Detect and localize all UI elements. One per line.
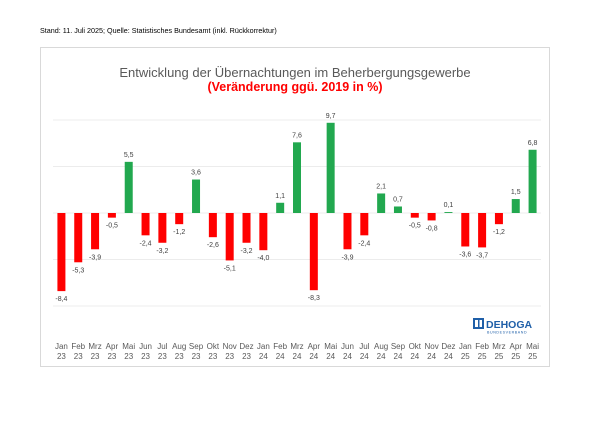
- dehoga-logo-icon: [473, 318, 484, 329]
- category-tick-label: Sep 24: [391, 342, 406, 361]
- value-label: -3,7: [476, 252, 488, 259]
- value-label: -3,2: [156, 248, 168, 255]
- bar: [57, 213, 66, 292]
- category-tick-label: Apr 23: [106, 342, 119, 361]
- bar: [276, 202, 285, 213]
- value-label: -8,3: [308, 295, 320, 302]
- value-label: -1,2: [493, 229, 505, 236]
- bar: [309, 213, 318, 291]
- value-label: 9,7: [326, 113, 336, 120]
- category-tick-label: Nov 24: [425, 342, 439, 361]
- value-label: -2,6: [207, 242, 219, 249]
- category-tick-label: Nov 23: [223, 342, 237, 361]
- bar-chart: Entwicklung der Übernachtungen im Beherb…: [53, 65, 541, 361]
- category-tick-label: Mai 23: [122, 342, 135, 361]
- bar: [124, 161, 133, 213]
- value-labels: -8,4 -5,3 -3,9 -0,5 5,5 -2,4 -3,2 -1,2 3,6 -2,6 -5…: [55, 113, 537, 303]
- bar: [360, 213, 369, 236]
- value-label: 3,6: [191, 170, 201, 177]
- category-tick-label: Mai 24: [324, 342, 337, 361]
- value-label: -4,0: [257, 255, 269, 262]
- value-label: 7,6: [292, 132, 302, 139]
- bar: [377, 193, 386, 213]
- category-tick-label: Mai 25: [526, 342, 539, 361]
- source-note: Stand: 11. Juli 2025; Quelle: Statistisc…: [40, 26, 277, 35]
- category-tick-label: Aug 24: [374, 342, 388, 361]
- value-label: -3,2: [240, 248, 252, 255]
- bar: [91, 213, 100, 250]
- value-label: 1,5: [511, 189, 521, 196]
- value-label: -2,4: [358, 240, 370, 247]
- value-label: 5,5: [124, 152, 134, 159]
- category-tick-label: Jul 24: [359, 342, 369, 361]
- bar: [461, 213, 470, 247]
- value-label: -3,6: [459, 251, 471, 258]
- value-label: -5,3: [72, 267, 84, 274]
- bar: [444, 212, 453, 213]
- value-label: 0,7: [393, 196, 403, 203]
- category-tick-label: Jan 24: [257, 342, 270, 361]
- logo-subtext: BUNDESVERBAND: [487, 331, 527, 335]
- category-tick-label: Feb 24: [273, 342, 287, 361]
- category-tick-label: Okt 24: [409, 342, 422, 361]
- category-tick-label: Mrz 23: [88, 342, 101, 361]
- value-label: -8,4: [55, 296, 67, 303]
- value-label: -0,8: [426, 225, 438, 232]
- category-tick-label: Apr 25: [510, 342, 523, 361]
- category-tick-label: Mrz 24: [290, 342, 303, 361]
- category-tick-label: Jul 23: [157, 342, 167, 361]
- value-label: -5,1: [224, 265, 236, 272]
- bar: [175, 213, 184, 225]
- value-label: -3,9: [89, 254, 101, 261]
- value-label: -2,4: [140, 240, 152, 247]
- logo-text: DEHOGA: [486, 319, 533, 331]
- bar: [393, 206, 402, 213]
- value-label: 0,1: [444, 202, 454, 209]
- category-tick-label: Jan 25: [459, 342, 472, 361]
- bar: [511, 199, 520, 213]
- bar: [478, 213, 487, 248]
- category-tick-label: Apr 24: [308, 342, 321, 361]
- value-label: 2,1: [376, 183, 386, 190]
- value-label: -1,2: [173, 229, 185, 236]
- bar: [74, 213, 83, 263]
- category-tick-label: Dez 23: [239, 342, 253, 361]
- bar: [326, 122, 335, 213]
- category-tick-label: Feb 25: [475, 342, 489, 361]
- bar: [528, 149, 537, 213]
- bar: [107, 213, 116, 218]
- value-label: 1,1: [275, 193, 285, 200]
- bar: [427, 213, 436, 221]
- dehoga-logo: DEHOGA BUNDESVERBAND: [473, 318, 533, 335]
- category-tick-label: Aug 23: [172, 342, 186, 361]
- bar: [158, 213, 167, 243]
- bar: [192, 179, 201, 213]
- bars: [57, 122, 537, 292]
- value-label: -3,9: [341, 254, 353, 261]
- category-tick-label: Jun 23: [139, 342, 152, 361]
- bar: [141, 213, 150, 236]
- chart-container: Entwicklung der Übernachtungen im Beherb…: [40, 47, 550, 367]
- bar: [410, 213, 419, 218]
- bar: [293, 142, 301, 213]
- value-label: -0,5: [106, 223, 118, 230]
- category-tick-label: Jun 24: [341, 342, 354, 361]
- chart-subtitle: (Veränderung ggü. 2019 in %): [207, 80, 382, 94]
- category-tick-label: Dez 24: [441, 342, 455, 361]
- value-label: -0,5: [409, 223, 421, 230]
- bar: [343, 213, 352, 250]
- category-tick-label: Sep 23: [189, 342, 204, 361]
- bar: [225, 213, 234, 261]
- category-tick-label: Mrz 25: [492, 342, 505, 361]
- bar: [259, 213, 268, 251]
- chart-title: Entwicklung der Übernachtungen im Beherb…: [119, 65, 470, 80]
- category-tick-label: Feb 23: [71, 342, 85, 361]
- value-label: 6,8: [528, 140, 538, 147]
- bar: [242, 213, 251, 243]
- bar: [494, 213, 503, 225]
- category-tick-label: Okt 23: [207, 342, 220, 361]
- category-tick-label: Jan 23: [55, 342, 68, 361]
- bar: [208, 213, 217, 238]
